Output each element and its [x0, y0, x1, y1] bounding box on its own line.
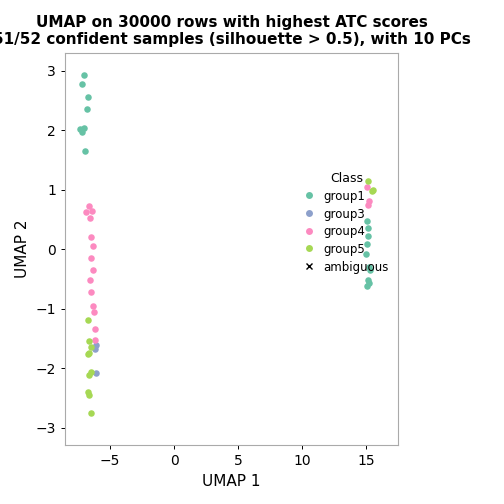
group3 — [91, 345, 99, 353]
group4 — [85, 202, 93, 210]
group1 — [362, 250, 370, 258]
group5 — [87, 343, 95, 351]
X-axis label: UMAP 1: UMAP 1 — [203, 474, 261, 489]
group5 — [84, 350, 92, 358]
group5 — [364, 177, 372, 185]
group4 — [363, 183, 371, 191]
group4 — [88, 207, 96, 215]
group1 — [84, 93, 92, 101]
group4 — [364, 201, 372, 209]
group3 — [92, 341, 100, 349]
group4 — [86, 214, 94, 222]
group1 — [363, 240, 371, 248]
group4 — [90, 307, 98, 316]
group5 — [85, 371, 93, 379]
group4 — [86, 276, 94, 284]
group1 — [80, 71, 88, 79]
group5 — [85, 391, 93, 399]
Legend: group1, group3, group4, group5, ambiguous: group1, group3, group4, group5, ambiguou… — [301, 168, 393, 277]
group5 — [84, 388, 92, 396]
group1 — [364, 232, 372, 240]
group1 — [80, 123, 88, 132]
group1 — [366, 266, 374, 274]
group4 — [365, 197, 373, 205]
group5 — [85, 349, 93, 357]
group4 — [82, 208, 90, 216]
group1 — [77, 125, 85, 133]
group4 — [87, 288, 95, 296]
group1 — [363, 217, 371, 225]
group1 — [78, 128, 86, 136]
group5 — [87, 409, 95, 417]
group5 — [84, 317, 92, 325]
group5 — [87, 368, 95, 376]
group1 — [363, 282, 371, 290]
group1 — [81, 147, 89, 155]
group4 — [91, 336, 99, 344]
Title: UMAP on 30000 rows with highest ATC scores
51/52 confident samples (silhouette >: UMAP on 30000 rows with highest ATC scor… — [0, 15, 471, 47]
group1 — [363, 276, 371, 284]
group5 — [85, 337, 93, 345]
group5 — [367, 187, 375, 196]
group1 — [78, 80, 86, 88]
group5 — [368, 186, 376, 194]
group4 — [89, 301, 97, 309]
group4 — [87, 232, 95, 240]
group1 — [363, 224, 371, 232]
Y-axis label: UMAP 2: UMAP 2 — [15, 220, 30, 278]
group4 — [91, 326, 99, 334]
group1 — [365, 263, 373, 271]
group4 — [87, 254, 95, 262]
group4 — [89, 241, 97, 249]
group3 — [92, 369, 100, 377]
Point — [79, 176, 87, 184]
group1 — [83, 105, 91, 113]
group1 — [365, 279, 373, 287]
group4 — [89, 266, 97, 274]
